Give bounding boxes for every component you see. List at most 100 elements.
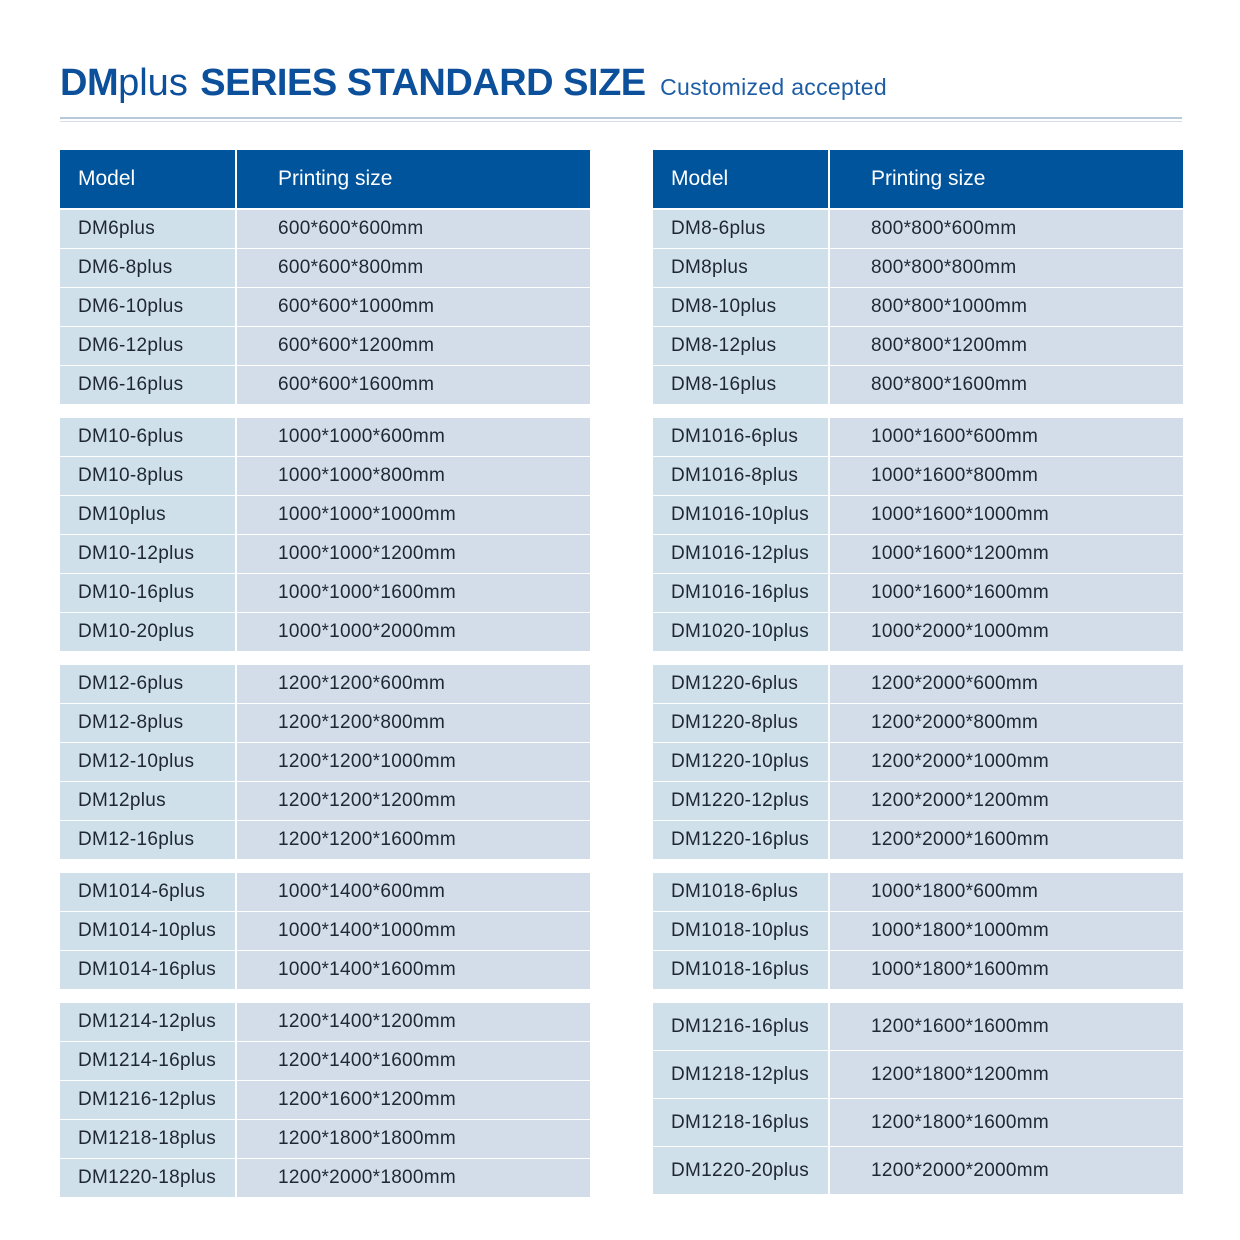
printing-size-cell: 600*600*800mm	[237, 249, 590, 287]
header-model: Model	[60, 150, 237, 208]
table-row: DM6-10plus 600*600*1000mm	[60, 288, 590, 326]
model-cell: DM8-16plus	[653, 366, 830, 404]
table-row: DM8plus 800*800*800mm	[653, 249, 1183, 287]
model-cell: DM12-16plus	[60, 821, 237, 859]
title-divider-thin	[60, 121, 1182, 122]
table-row: DM12-8plus 1200*1200*800mm	[60, 704, 590, 742]
table-row: DM10-8plus 1000*1000*800mm	[60, 457, 590, 495]
printing-size-cell: 1200*2000*800mm	[830, 704, 1183, 742]
row-group: DM1018-6plus 1000*1800*600mm DM1018-10plus…	[653, 873, 1183, 989]
table-row: DM10plus 1000*1000*1000mm	[60, 496, 590, 534]
model-cell: DM1214-16plus	[60, 1042, 237, 1080]
header-model: Model	[653, 150, 830, 208]
printing-size-cell: 800*800*600mm	[830, 210, 1183, 248]
printing-size-cell: 1000*1800*600mm	[830, 873, 1183, 911]
row-group: DM8-6plus 800*800*600mm DM8plus 800*800*800…	[653, 210, 1183, 404]
table-row: DM1018-10plus 1000*1800*1000mm	[653, 912, 1183, 950]
model-cell: DM1220-12plus	[653, 782, 830, 820]
printing-size-cell: 1000*1800*1000mm	[830, 912, 1183, 950]
table-body: DM8-6plus 800*800*600mm DM8plus 800*800*800…	[653, 210, 1183, 1194]
printing-size-cell: 1000*1600*1200mm	[830, 535, 1183, 573]
printing-size-cell: 1200*1400*1600mm	[237, 1042, 590, 1080]
printing-size-cell: 1200*1200*1600mm	[237, 821, 590, 859]
row-group: DM1014-6plus 1000*1400*600mm DM1014-10plus…	[60, 873, 590, 989]
printing-size-cell: 1000*1800*1600mm	[830, 951, 1183, 989]
model-cell: DM1218-18plus	[60, 1120, 237, 1158]
table-row: DM1220-16plus 1200*2000*1600mm	[653, 821, 1183, 859]
row-group: DM1016-6plus 1000*1600*600mm DM1016-8plus 1…	[653, 418, 1183, 651]
model-cell: DM1220-6plus	[653, 665, 830, 703]
table-row: DM1014-6plus 1000*1400*600mm	[60, 873, 590, 911]
model-cell: DM6-12plus	[60, 327, 237, 365]
model-cell: DM1220-16plus	[653, 821, 830, 859]
printing-size-cell: 1200*2000*600mm	[830, 665, 1183, 703]
printing-size-cell: 1000*1000*800mm	[237, 457, 590, 495]
table-row: DM1016-16plus 1000*1600*1600mm	[653, 574, 1183, 612]
row-group: DM1216-16plus 1200*1600*1600mm DM1218-12pl…	[653, 1003, 1183, 1194]
printing-size-cell: 1200*1600*1600mm	[830, 1003, 1183, 1050]
left-size-table: Model Printing size DM6plus 600*600*600mm…	[60, 150, 590, 1198]
table-row: DM1220-20plus 1200*2000*2000mm	[653, 1147, 1183, 1194]
printing-size-cell: 1200*1800*1600mm	[830, 1099, 1183, 1146]
table-row: DM1220-18plus 1200*2000*1800mm	[60, 1159, 590, 1197]
model-cell: DM8-6plus	[653, 210, 830, 248]
table-body: DM6plus 600*600*600mm DM6-8plus 600*600*800…	[60, 210, 590, 1197]
subtitle: Customized accepted	[660, 74, 887, 100]
model-cell: DM1218-16plus	[653, 1099, 830, 1146]
table-row: DM10-20plus 1000*1000*2000mm	[60, 613, 590, 651]
printing-size-cell: 800*800*800mm	[830, 249, 1183, 287]
table-row: DM8-6plus 800*800*600mm	[653, 210, 1183, 248]
model-cell: DM8-10plus	[653, 288, 830, 326]
model-cell: DM12-8plus	[60, 704, 237, 742]
printing-size-cell: 1200*2000*2000mm	[830, 1147, 1183, 1194]
model-cell: DM1220-20plus	[653, 1147, 830, 1194]
table-row: DM1016-12plus 1000*1600*1200mm	[653, 535, 1183, 573]
model-cell: DM1016-8plus	[653, 457, 830, 495]
printing-size-cell: 1000*2000*1000mm	[830, 613, 1183, 651]
table-row: DM10-6plus 1000*1000*600mm	[60, 418, 590, 456]
table-row: DM12-16plus 1200*1200*1600mm	[60, 821, 590, 859]
printing-size-cell: 1000*1000*600mm	[237, 418, 590, 456]
model-cell: DM1220-18plus	[60, 1159, 237, 1197]
printing-size-cell: 1000*1400*1600mm	[237, 951, 590, 989]
printing-size-cell: 1200*2000*1000mm	[830, 743, 1183, 781]
table-row: DM1014-16plus 1000*1400*1600mm	[60, 951, 590, 989]
model-cell: DM6plus	[60, 210, 237, 248]
table-row: DM1014-10plus 1000*1400*1000mm	[60, 912, 590, 950]
printing-size-cell: 1200*2000*1600mm	[830, 821, 1183, 859]
printing-size-cell: 800*800*1600mm	[830, 366, 1183, 404]
table-row: DM1218-16plus 1200*1800*1600mm	[653, 1099, 1183, 1146]
table-row: DM8-16plus 800*800*1600mm	[653, 366, 1183, 404]
page-title: DMplus SERIES STANDARD SIZE Customized a…	[60, 62, 887, 105]
row-group: DM12-6plus 1200*1200*600mm DM12-8plus 1200*…	[60, 665, 590, 859]
printing-size-cell: 1200*1200*1200mm	[237, 782, 590, 820]
model-cell: DM12-6plus	[60, 665, 237, 703]
model-cell: DM12plus	[60, 782, 237, 820]
printing-size-cell: 1200*1200*1000mm	[237, 743, 590, 781]
printing-size-cell: 800*800*1000mm	[830, 288, 1183, 326]
printing-size-cell: 1200*1200*600mm	[237, 665, 590, 703]
table-row: DM1218-18plus 1200*1800*1800mm	[60, 1120, 590, 1158]
model-cell: DM1218-12plus	[653, 1051, 830, 1098]
printing-size-cell: 600*600*1200mm	[237, 327, 590, 365]
model-cell: DM1018-16plus	[653, 951, 830, 989]
table-header: Model Printing size	[653, 150, 1183, 208]
table-row: DM6plus 600*600*600mm	[60, 210, 590, 248]
title-divider	[60, 117, 1182, 119]
printing-size-cell: 1000*1600*600mm	[830, 418, 1183, 456]
table-row: DM1220-6plus 1200*2000*600mm	[653, 665, 1183, 703]
model-cell: DM10-8plus	[60, 457, 237, 495]
row-group: DM1220-6plus 1200*2000*600mm DM1220-8plus 1…	[653, 665, 1183, 859]
model-cell: DM6-10plus	[60, 288, 237, 326]
printing-size-cell: 600*600*1000mm	[237, 288, 590, 326]
model-cell: DM1014-16plus	[60, 951, 237, 989]
model-cell: DM1016-12plus	[653, 535, 830, 573]
model-cell: DM1014-10plus	[60, 912, 237, 950]
model-cell: DM8-12plus	[653, 327, 830, 365]
printing-size-cell: 1000*1600*1000mm	[830, 496, 1183, 534]
printing-size-cell: 800*800*1200mm	[830, 327, 1183, 365]
model-cell: DM1220-8plus	[653, 704, 830, 742]
model-cell: DM8plus	[653, 249, 830, 287]
right-size-table: Model Printing size DM8-6plus 800*800*600…	[653, 150, 1183, 1195]
model-cell: DM1214-12plus	[60, 1003, 237, 1041]
